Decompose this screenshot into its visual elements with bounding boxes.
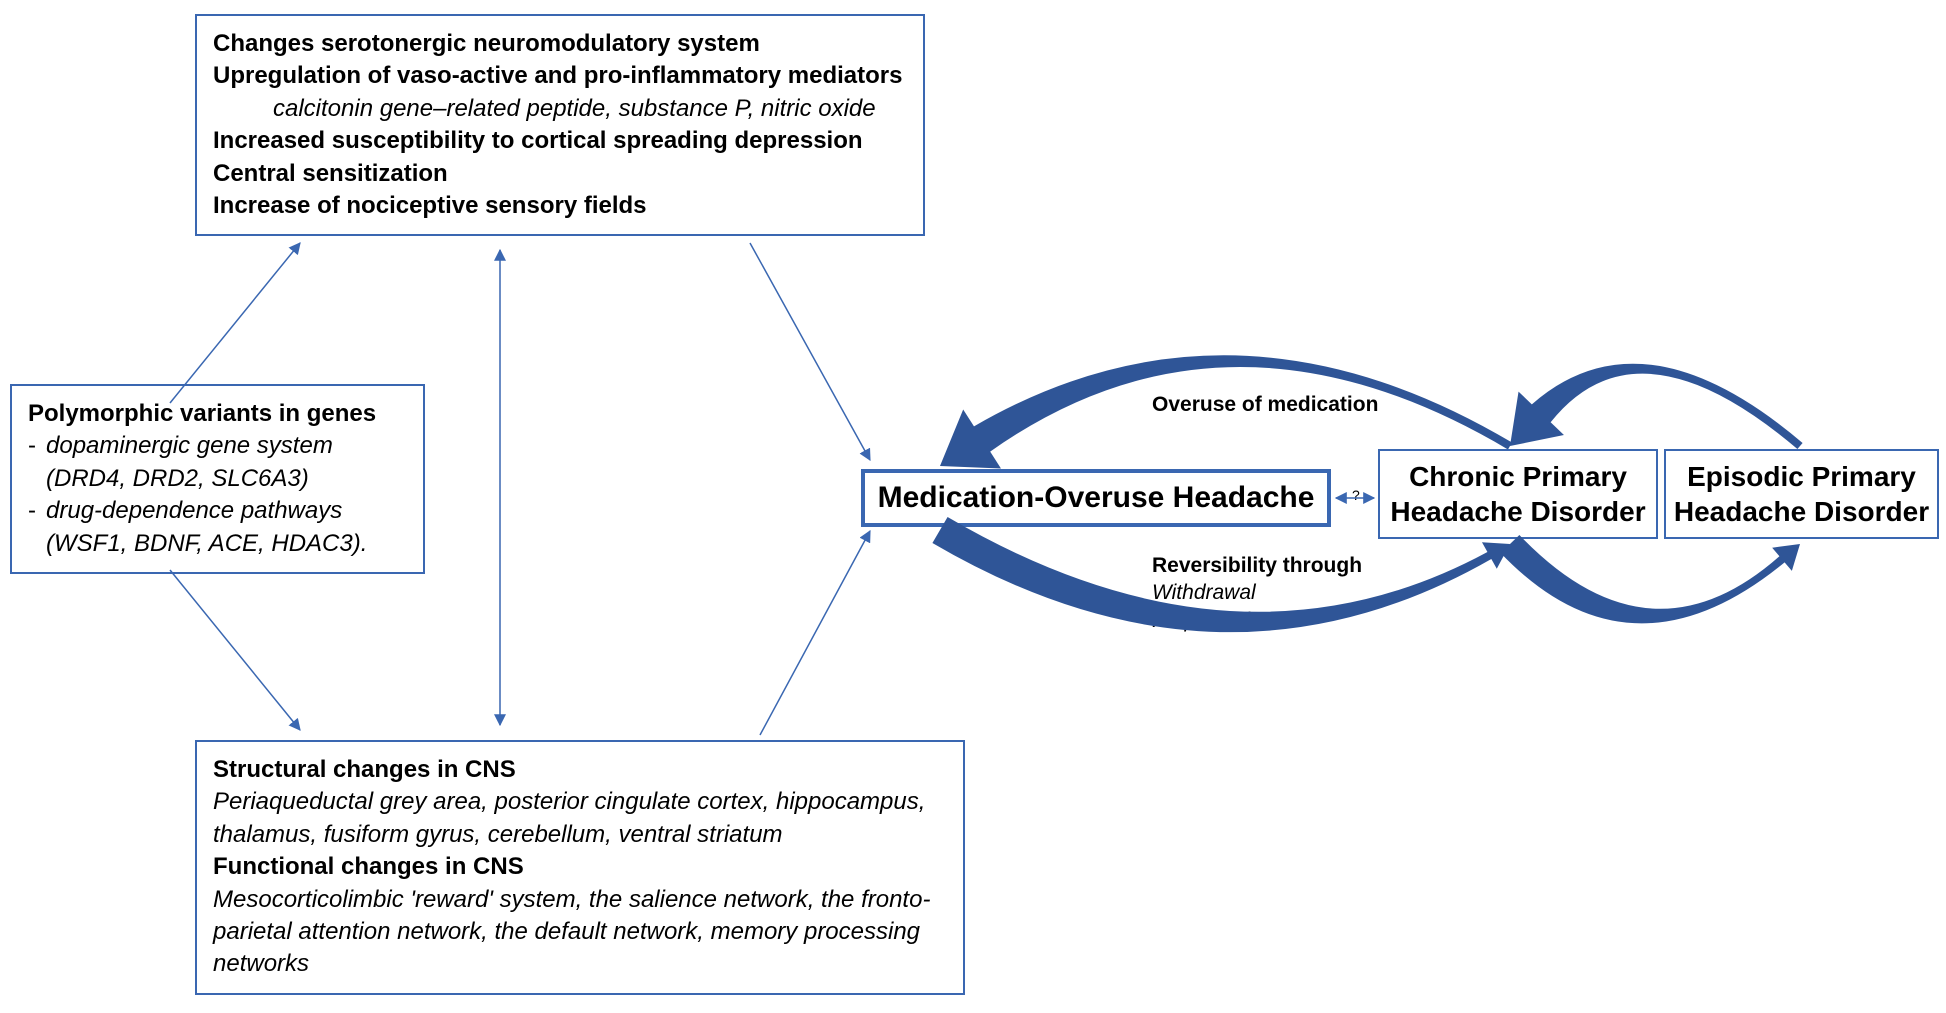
text: Medication-Overuse Headache <box>878 481 1315 514</box>
text: Increase of nociceptive sensory fields <box>213 190 907 222</box>
box-chronic: Chronic Primary Headache Disorder <box>1378 449 1658 539</box>
dash-icon: - <box>28 430 46 462</box>
text: Polymorphic variants in genes <box>28 398 407 430</box>
text: Chronic Primary Headache Disorder <box>1386 459 1650 529</box>
text: dopaminergic gene system (DRD4, DRD2, SL… <box>46 430 333 495</box>
text: calcitonin gene–related peptide, substan… <box>213 93 907 125</box>
text: Functional changes in CNS <box>213 851 947 883</box>
label-reversibility: Reversibility through Withdrawal Prophyl… <box>1152 552 1362 634</box>
text: Increased susceptibility to cortical spr… <box>213 125 907 157</box>
dash-icon: - <box>28 495 46 527</box>
box-cns: Structural changes in CNS Periaqueductal… <box>195 740 965 995</box>
text: Structural changes in CNS <box>213 754 947 786</box>
box-moh: Medication-Overuse Headache <box>861 469 1331 527</box>
text: Central sensitization <box>213 158 907 190</box>
box-neurobio: Changes serotonergic neuromodulatory sys… <box>195 14 925 236</box>
box-episodic: Episodic Primary Headache Disorder <box>1664 449 1939 539</box>
text: Upregulation of vaso-active and pro-infl… <box>213 60 907 92</box>
list-item: - dopaminergic gene system (DRD4, DRD2, … <box>28 430 407 495</box>
label-question: ? <box>1352 487 1360 503</box>
text: Mesocorticolimbic 'reward' system, the s… <box>213 884 947 981</box>
text: Changes serotonergic neuromodulatory sys… <box>213 28 907 60</box>
text: Episodic Primary Headache Disorder <box>1672 459 1931 529</box>
text: Periaqueductal grey area, posterior cing… <box>213 786 947 851</box>
label-overuse: Overuse of medication <box>1152 393 1378 417</box>
box-genes: Polymorphic variants in genes - dopamine… <box>10 384 425 574</box>
list-item: - drug-dependence pathways (WSF1, BDNF, … <box>28 495 407 560</box>
text: drug-dependence pathways (WSF1, BDNF, AC… <box>46 495 367 560</box>
